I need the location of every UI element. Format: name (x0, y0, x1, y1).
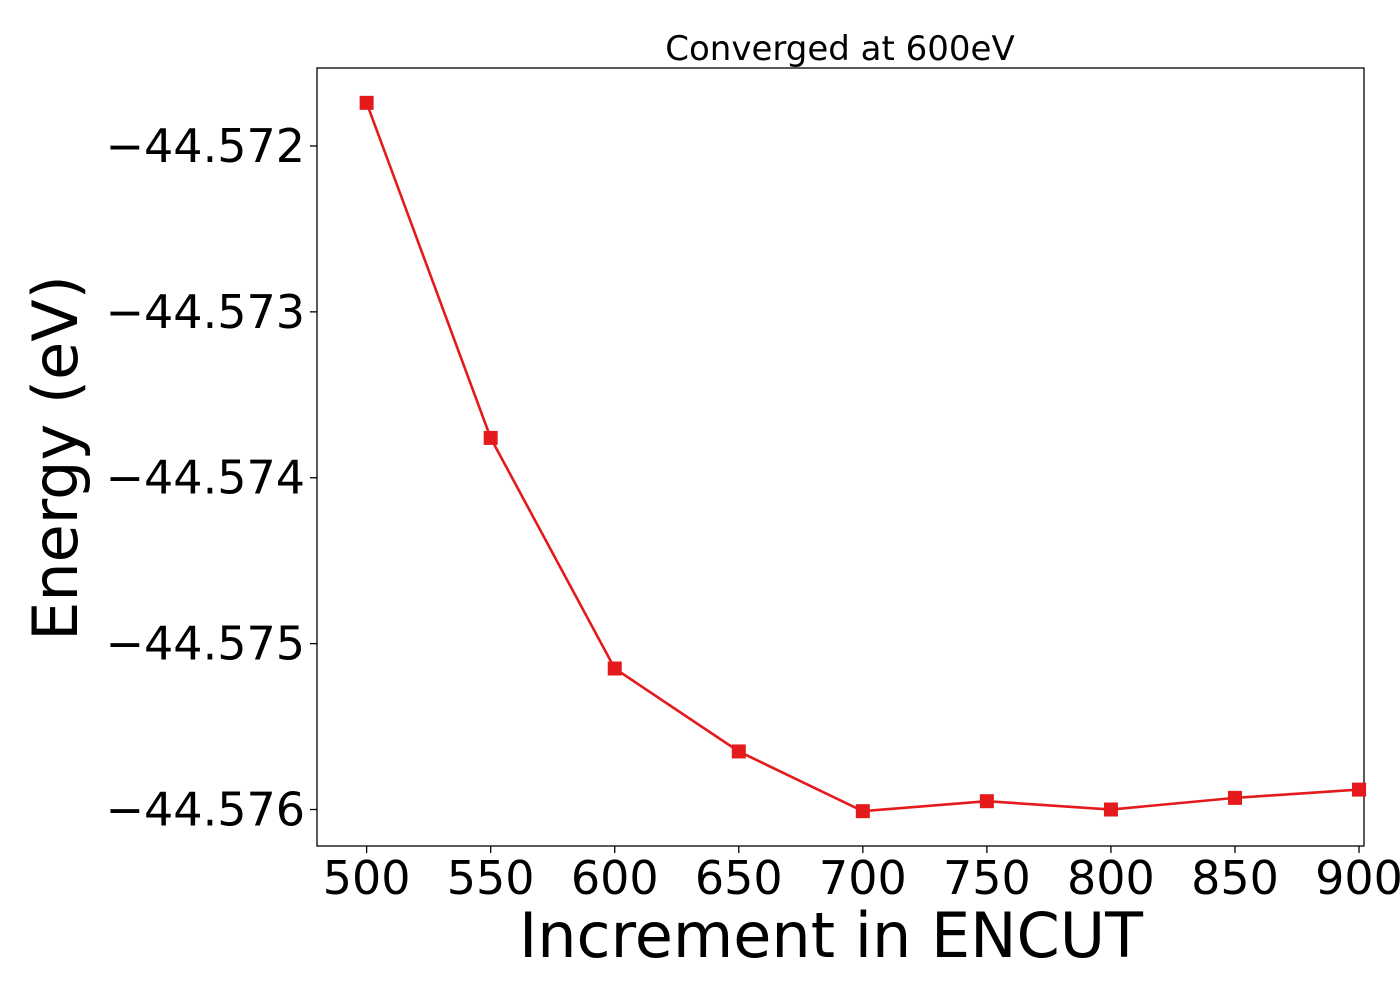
series-layer (359, 95, 1367, 819)
chart-title: Converged at 600eV (665, 29, 1014, 69)
series-line (365, 102, 1360, 813)
x-axis-ticks: 500 550 600 650 700 750 800 850 900 (323, 846, 1400, 905)
data-point-marker (483, 430, 498, 445)
x-tick-label: 700 (819, 851, 907, 905)
x-tick-label: 850 (1191, 851, 1279, 905)
x-tick-label: 900 (1315, 851, 1400, 905)
plot-frame (316, 67, 1365, 847)
y-tick-label: −44.576 (106, 783, 306, 837)
data-point-marker (855, 804, 870, 819)
y-tick-label: −44.574 (106, 451, 306, 505)
y-tick-label: −44.572 (106, 119, 306, 173)
data-point-marker (1103, 802, 1118, 817)
y-axis-ticks: −44.572 −44.573 −44.574 −44.575 −44.576 (106, 119, 317, 837)
data-point-marker (607, 661, 622, 676)
data-point-marker (731, 744, 746, 759)
x-tick-label: 550 (447, 851, 535, 905)
x-tick-label: 500 (323, 851, 411, 905)
x-axis-label: Increment in ENCUT (519, 899, 1144, 972)
y-axis-label: Energy (eV) (19, 275, 92, 641)
x-tick-label: 600 (571, 851, 659, 905)
data-point-marker (359, 95, 374, 110)
y-tick-label: −44.575 (106, 617, 306, 671)
axes (316, 67, 1365, 847)
x-tick-label: 650 (695, 851, 783, 905)
x-tick-label: 800 (1067, 851, 1155, 905)
data-point-marker (1352, 782, 1367, 797)
x-tick-label: 750 (943, 851, 1031, 905)
data-point-marker (979, 794, 994, 809)
y-tick-label: −44.573 (106, 285, 306, 339)
data-point-marker (1227, 790, 1242, 805)
